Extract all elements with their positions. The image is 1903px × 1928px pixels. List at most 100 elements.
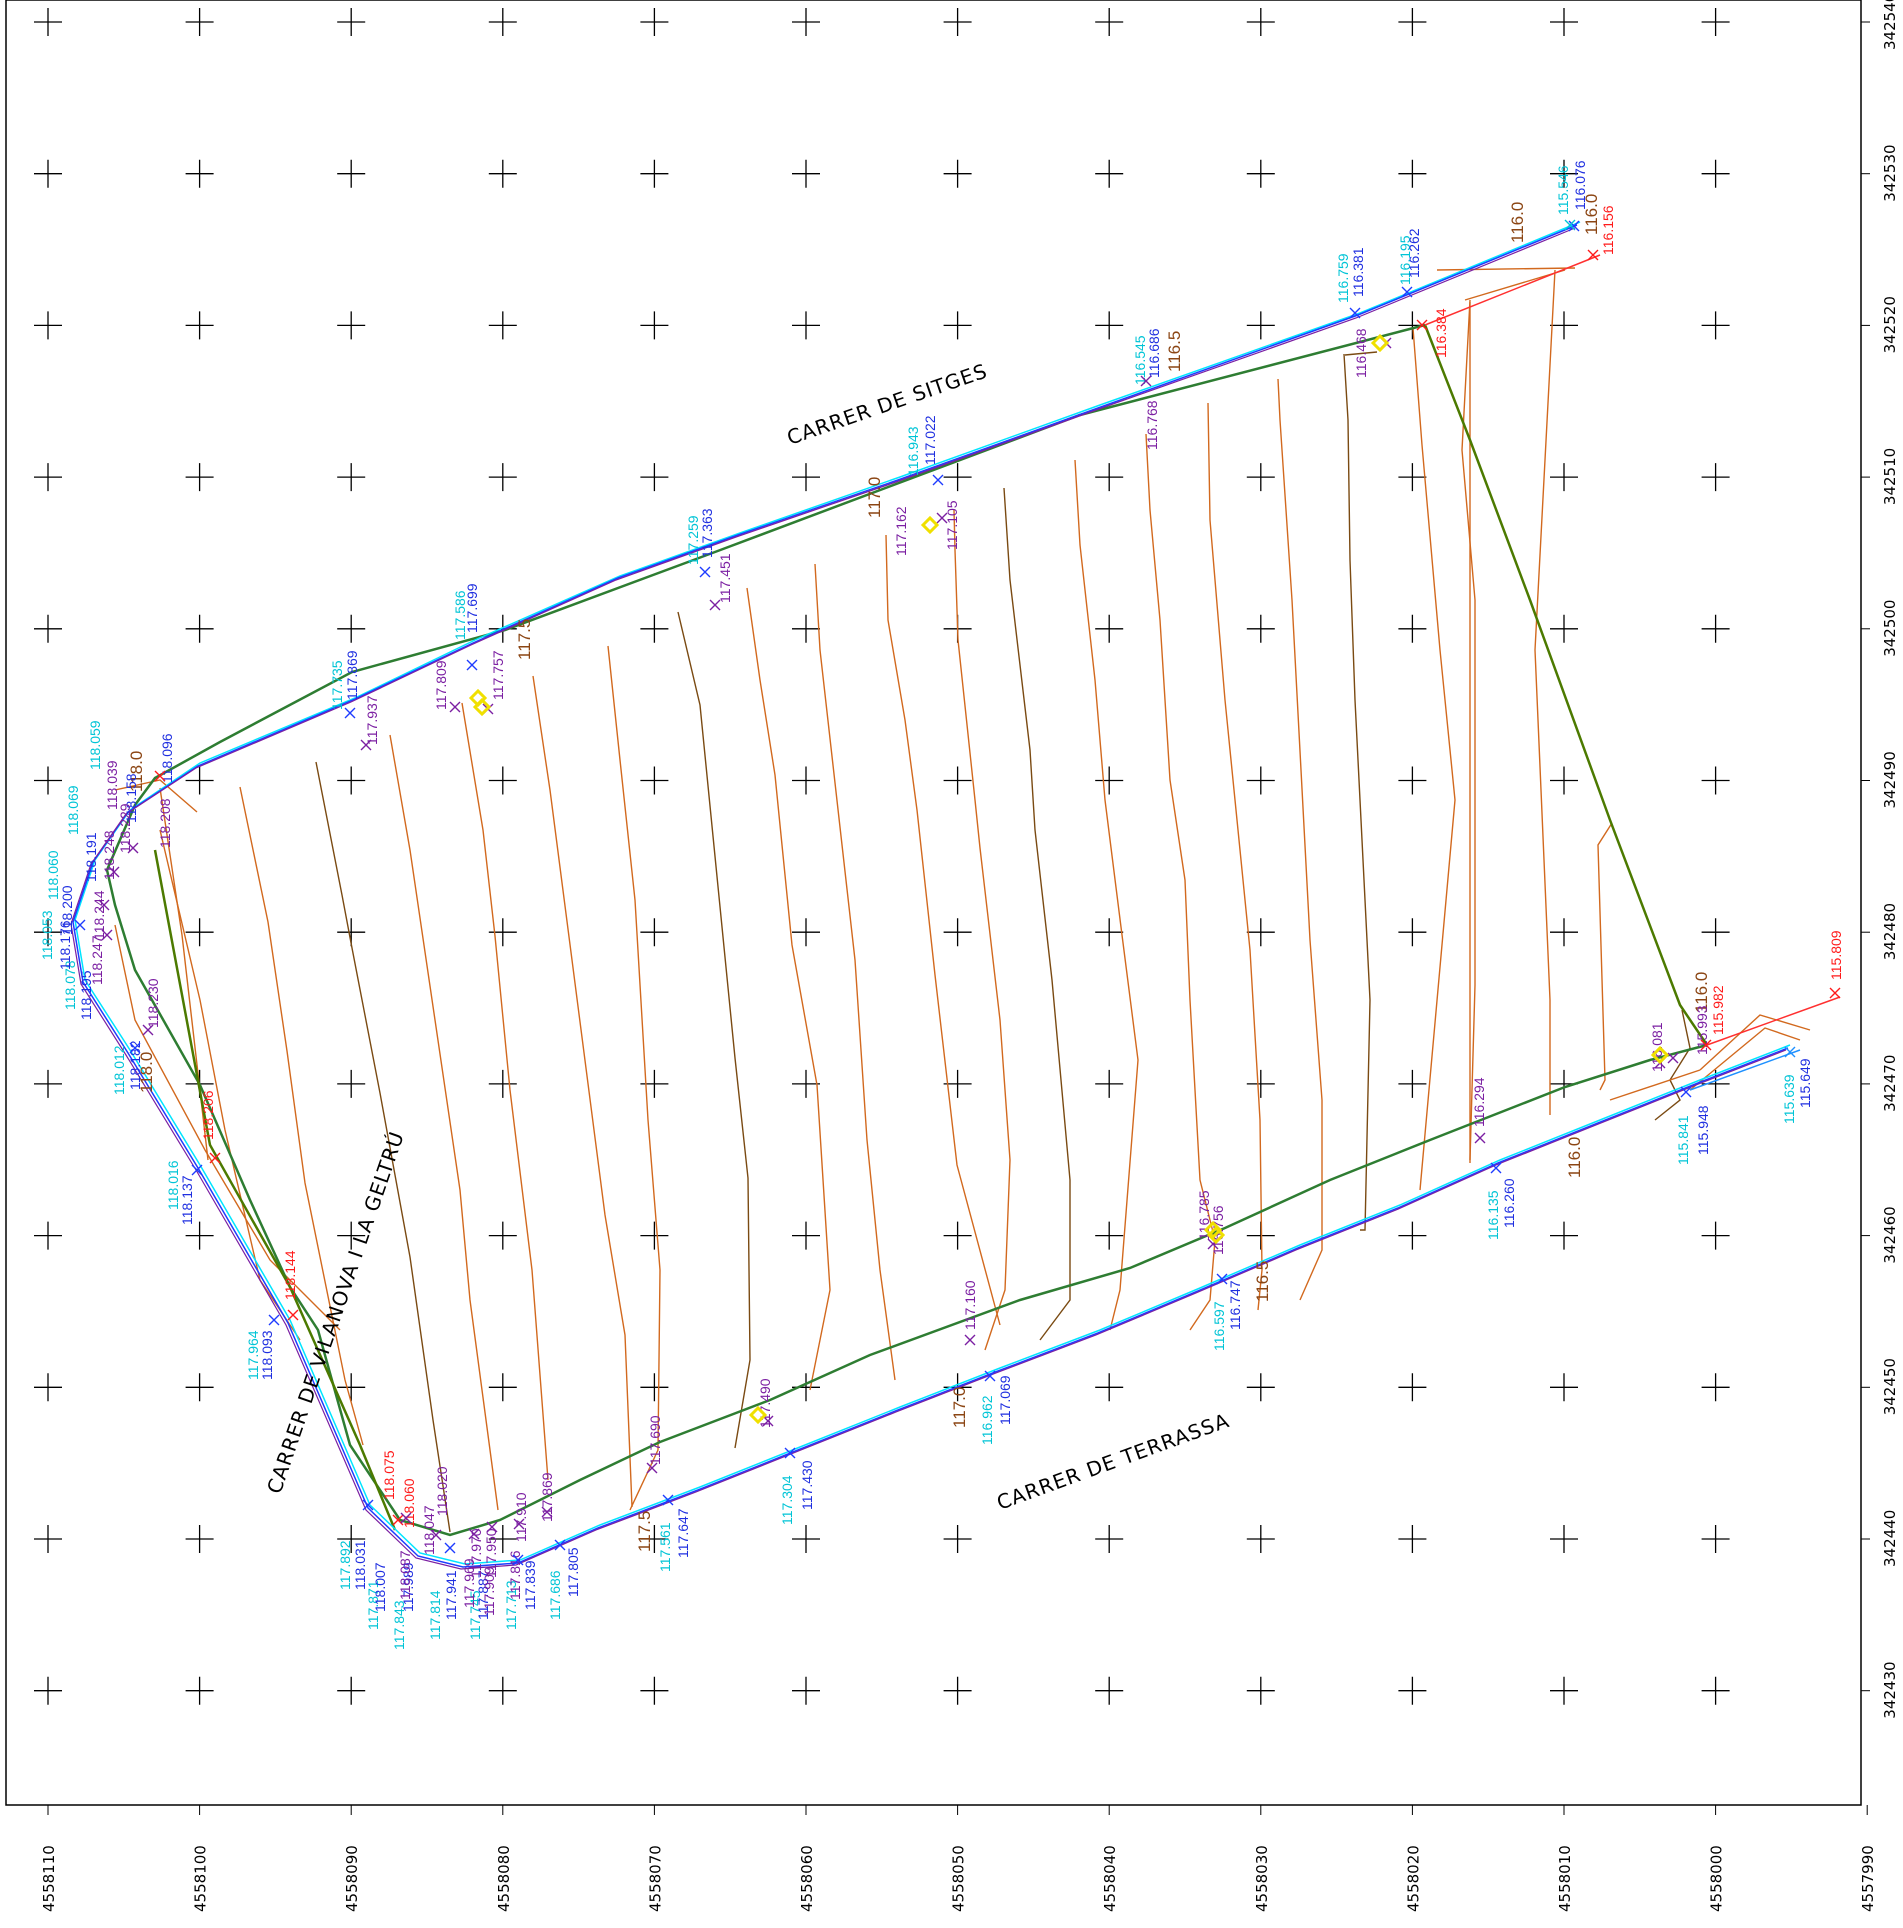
grid-cross: [1701, 8, 1730, 36]
road-edge-blue: [72, 224, 1789, 1568]
elevation-label-blue: 117.805: [565, 1547, 581, 1597]
contour-label: 117.0: [950, 1387, 969, 1428]
contour-label: 117.0: [865, 477, 884, 518]
grid-cross: [1398, 1525, 1427, 1553]
survey-point-marker: [344, 707, 356, 719]
elevation-label-red: 118.206: [200, 1090, 216, 1140]
elevation-label-cyan: 117.964: [245, 1330, 261, 1380]
elevation-label-blue: 117.647: [675, 1508, 691, 1558]
tree-symbol: [748, 1405, 768, 1425]
grid-cross: [792, 311, 820, 340]
x-axis-tick-label: 4558080: [495, 1845, 513, 1912]
x-axis-tick-label: 4558100: [192, 1845, 210, 1912]
grid-cross: [1550, 159, 1578, 188]
survey-point-marker: [129, 1042, 141, 1054]
elevation-label-cyan: 117.686: [547, 1570, 563, 1620]
grid-cross: [1701, 159, 1730, 188]
elevation-label-purple: 118.248: [101, 830, 117, 880]
elevation-label-cyan: 117.259: [685, 515, 701, 565]
grid-cross: [185, 918, 214, 947]
grid-cross: [1246, 311, 1275, 340]
grid-cross: [1701, 463, 1730, 492]
road-edge-cyan: [74, 221, 1791, 1565]
elevation-label-blue: 115.649: [1797, 1058, 1813, 1108]
survey-point-marker: [1568, 220, 1580, 232]
elevation-label-cyan: 116.943: [905, 426, 921, 476]
elevation-label-purple: 118.047: [421, 1505, 437, 1555]
tree-symbol: [468, 688, 488, 708]
elevation-label-red: 118.075: [381, 1450, 397, 1500]
grid-cross: [1095, 766, 1124, 795]
x-axis-tick-label: 4557990: [1859, 1845, 1877, 1912]
grid-cross: [943, 1525, 972, 1553]
elevation-label-blue: 116.076: [1572, 160, 1588, 210]
elevation-label-cyan: 115.639: [1781, 1074, 1797, 1124]
elevation-label-cyan: 118.059: [87, 720, 103, 770]
grid-cross: [1398, 159, 1427, 188]
elevation-label-blue: 118.158: [123, 773, 139, 823]
survey-point-marker: [268, 1314, 280, 1326]
y-axis-tick-label: 342480: [1881, 903, 1899, 960]
tree-symbol: [1650, 1045, 1670, 1065]
grid-cross: [1398, 918, 1427, 947]
elevation-label-cyan: 118.069: [65, 785, 81, 835]
elevation-label-cyan: 117.871: [365, 1580, 381, 1630]
y-axis-tick-label: 342520: [1881, 296, 1899, 353]
elevation-label-red: 118.060: [401, 1478, 417, 1528]
grid-cross: [1398, 463, 1427, 492]
survey-point-marker: [646, 1462, 658, 1474]
elevation-label-purple: 117.909: [481, 1566, 497, 1616]
elevation-label-cyan: 118.016: [165, 1160, 181, 1210]
grid-cross: [1550, 614, 1578, 643]
grid-cross: [1095, 311, 1124, 340]
grid-cross: [1398, 1373, 1427, 1402]
survey-point-marker: [541, 1506, 553, 1518]
grid-cross: [488, 311, 517, 340]
grid-cross: [1246, 1676, 1275, 1705]
grid-cross: [1398, 1221, 1427, 1250]
grid-cross: [1701, 1525, 1730, 1553]
grid-cross: [1095, 1221, 1124, 1250]
road-edge-blue-se: [1689, 1049, 1801, 1091]
elevation-label-purple: 118.247: [89, 935, 105, 985]
elevation-label-purple: 117.451: [717, 553, 733, 603]
survey-point-marker: [1700, 1039, 1712, 1051]
street-name-vilanova: CARRER DE VILANOVA I LA GELTRÚ: [262, 1128, 409, 1497]
survey-point-marker: [449, 701, 461, 713]
contour-label: 117.5: [515, 619, 534, 660]
elevation-label-blue: 118.200: [59, 885, 75, 935]
contour-label: 117.5: [635, 1511, 654, 1552]
grid-cross: [34, 766, 62, 795]
grid-cross: [1095, 159, 1124, 188]
road-edge-purple: [70, 227, 1787, 1570]
grid-cross: [337, 1069, 366, 1098]
elevation-label-blue: 117.989: [400, 1562, 416, 1612]
grid-cross: [488, 1525, 517, 1553]
grid-cross: [1701, 918, 1730, 947]
grid-cross: [1398, 614, 1427, 643]
x-axis-tick-label: 4558030: [1253, 1845, 1271, 1912]
grid-cross: [34, 8, 62, 36]
grid-cross: [1095, 1525, 1124, 1553]
grid-cross: [1095, 1373, 1124, 1402]
grid-cross: [1246, 8, 1275, 36]
contour-label: 116.5: [1165, 331, 1184, 372]
tree-symbol: [920, 515, 940, 535]
survey-point-marker: [512, 1554, 524, 1566]
survey-point-marker: [191, 1164, 203, 1176]
grid-cross: [488, 1221, 517, 1250]
grid-cross: [1550, 1221, 1578, 1250]
elevation-label-purple: 118.244: [91, 890, 107, 940]
survey-point-marker: [468, 1528, 480, 1540]
grid-cross: [337, 8, 366, 36]
survey-point-marker: [486, 1521, 498, 1533]
survey-point-marker: [1416, 319, 1428, 331]
grid-cross: [488, 1373, 517, 1402]
survey-point-marker: [74, 919, 86, 931]
elevation-label-cyan: 117.735: [329, 660, 345, 710]
grid-cross: [1398, 8, 1427, 36]
grid-cross: [640, 1676, 669, 1705]
elevation-label-purple: 117.910: [513, 1492, 529, 1542]
grid-cross: [34, 1373, 62, 1402]
x-axis-tick-label: 4558060: [798, 1845, 816, 1912]
